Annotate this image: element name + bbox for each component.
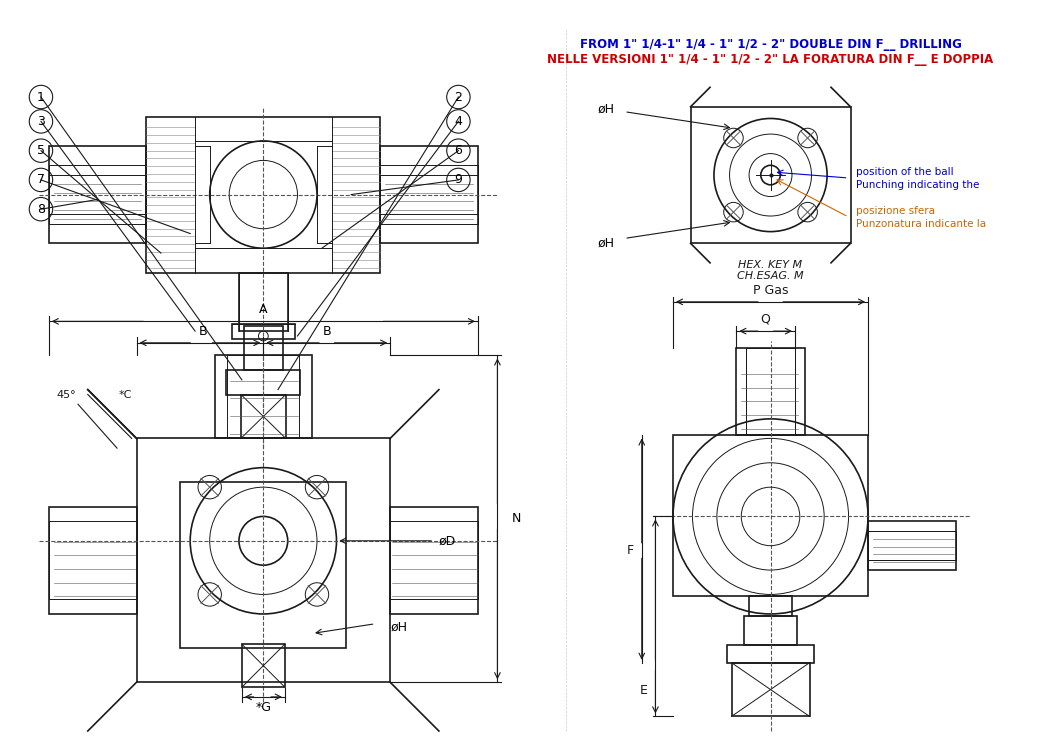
Text: posizione sfera: posizione sfera <box>856 206 936 216</box>
Bar <box>746 348 795 436</box>
Text: øH: øH <box>598 102 614 116</box>
Bar <box>180 482 346 648</box>
Bar <box>868 531 955 560</box>
Bar <box>227 356 299 439</box>
Text: 1: 1 <box>38 91 45 104</box>
Text: N: N <box>512 512 522 525</box>
Text: position of the ball: position of the ball <box>856 167 954 177</box>
Text: B: B <box>322 325 331 338</box>
Bar <box>49 521 137 599</box>
Text: 3: 3 <box>38 115 45 128</box>
Text: HEX. KEY M: HEX. KEY M <box>738 260 803 270</box>
Bar <box>244 326 283 370</box>
Text: øD: øD <box>439 534 456 548</box>
Text: Punzonatura indicante la: Punzonatura indicante la <box>856 219 987 229</box>
Text: CH.ESAG. M: CH.ESAG. M <box>737 272 804 281</box>
Text: 6: 6 <box>455 144 462 158</box>
Bar <box>390 521 478 599</box>
Bar <box>49 507 137 614</box>
Text: 9: 9 <box>455 173 462 187</box>
Bar <box>49 165 146 224</box>
Bar <box>390 507 478 614</box>
Text: NELLE VERSIONI 1" 1/4 - 1" 1/2 - 2" LA FORATURA DIN F__ E DOPPIA: NELLE VERSIONI 1" 1/4 - 1" 1/2 - 2" LA F… <box>548 53 994 67</box>
Bar <box>226 370 300 394</box>
Text: B: B <box>198 325 208 338</box>
Bar <box>241 394 286 439</box>
Bar <box>868 521 955 570</box>
Text: Q: Q <box>760 313 771 326</box>
Text: 7: 7 <box>37 173 45 187</box>
Bar <box>215 356 312 439</box>
Text: Punching indicating the: Punching indicating the <box>856 180 979 190</box>
Bar <box>242 644 285 687</box>
Text: 2: 2 <box>455 91 462 104</box>
Text: A: A <box>259 303 268 316</box>
Bar <box>749 596 792 616</box>
Bar <box>137 439 390 682</box>
Bar <box>690 106 850 243</box>
Text: *G: *G <box>256 701 271 714</box>
Bar <box>381 165 478 224</box>
Text: E: E <box>639 683 648 697</box>
Bar <box>49 146 146 243</box>
Text: øH: øH <box>390 620 407 633</box>
Bar <box>731 663 809 716</box>
Bar <box>233 324 294 339</box>
Text: øH: øH <box>598 237 614 250</box>
Bar <box>381 146 478 243</box>
Text: 5: 5 <box>37 144 45 158</box>
Bar <box>673 436 868 596</box>
Bar <box>736 348 804 436</box>
Text: FROM 1" 1/4-1" 1/4 - 1" 1/2 - 2" DOUBLE DIN F__ DRILLING: FROM 1" 1/4-1" 1/4 - 1" 1/2 - 2" DOUBLE … <box>580 38 962 51</box>
Bar <box>727 645 815 663</box>
Text: P Gas: P Gas <box>753 284 789 297</box>
Text: 45°: 45° <box>56 389 76 400</box>
Text: F: F <box>627 544 634 557</box>
Text: *C: *C <box>118 389 131 400</box>
Text: 8: 8 <box>37 202 45 216</box>
Bar <box>239 272 288 331</box>
Text: 4: 4 <box>455 115 462 128</box>
Bar <box>745 616 797 645</box>
Bar <box>146 116 381 272</box>
